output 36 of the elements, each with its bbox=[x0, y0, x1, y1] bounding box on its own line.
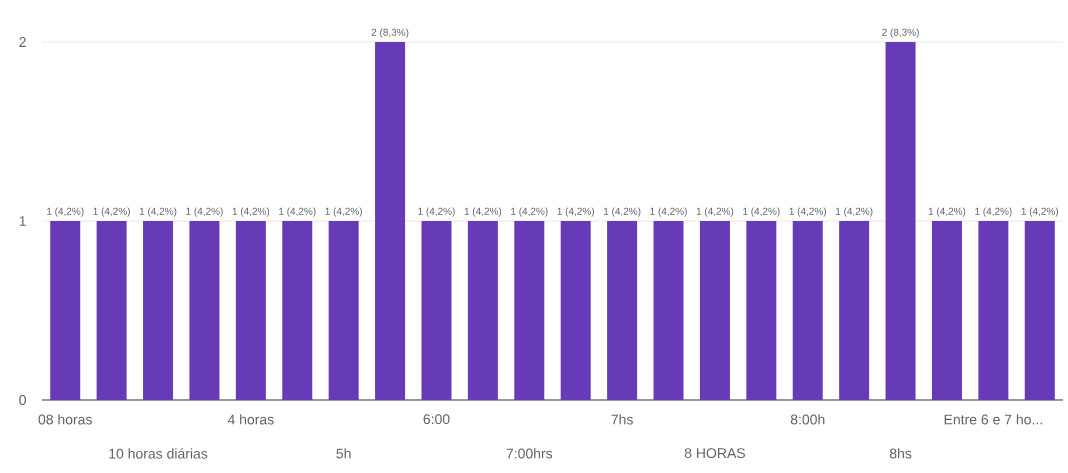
data-label: 1 (4,2%) bbox=[93, 207, 130, 217]
data-label: 1 (4,2%) bbox=[696, 207, 734, 217]
y-tick-label: 2 bbox=[19, 37, 26, 47]
data-label: 1 (4,2%) bbox=[743, 207, 780, 217]
x-tick-label: 4 horas bbox=[227, 414, 274, 425]
data-label: 1 (4,2%) bbox=[325, 207, 362, 217]
data-label: 1 (4,2%) bbox=[975, 207, 1012, 217]
data-label: 1 (4,2%) bbox=[557, 207, 594, 217]
data-label: 1 (4,2%) bbox=[836, 207, 873, 217]
x-tick-label: 8:00h bbox=[790, 414, 825, 425]
x-tick-label: 10 horas diárias bbox=[109, 448, 208, 459]
x-tick-label: 5h bbox=[336, 448, 351, 459]
data-label: 1 (4,2%) bbox=[928, 207, 966, 217]
data-label: 1 (4,2%) bbox=[1021, 207, 1059, 217]
x-tick-label: 7hs bbox=[611, 414, 633, 425]
x-tick-label: 6:00 bbox=[423, 414, 450, 425]
data-label: 1 (4,2%) bbox=[232, 207, 270, 217]
data-label: 1 (4,2%) bbox=[464, 207, 502, 217]
x-tick-label: 8hs bbox=[889, 448, 912, 459]
data-label: 1 (4,2%) bbox=[650, 207, 687, 217]
y-tick-label: 0 bbox=[19, 395, 26, 405]
data-label: 1 (4,2%) bbox=[511, 207, 548, 217]
data-label: 2 (8,3%) bbox=[371, 28, 409, 38]
data-label: 1 (4,2%) bbox=[279, 207, 316, 217]
data-label: 1 (4,2%) bbox=[789, 207, 826, 217]
data-label: 2 (8,3%) bbox=[882, 28, 919, 38]
data-label: 1 (4,2%) bbox=[139, 207, 177, 217]
y-tick-label: 1 bbox=[19, 216, 26, 226]
x-tick-label: 8 HORAS bbox=[684, 448, 745, 459]
data-label: 1 (4,2%) bbox=[418, 207, 455, 217]
data-label: 1 (4,2%) bbox=[47, 207, 84, 217]
x-tick-label: Entre 6 e 7 ho... bbox=[944, 414, 1042, 425]
data-label: 1 (4,2%) bbox=[186, 207, 223, 217]
data-label: 1 (4,2%) bbox=[603, 207, 641, 217]
x-tick-label: 7:00hrs bbox=[506, 448, 553, 459]
x-tick-label: 08 horas bbox=[38, 414, 92, 425]
